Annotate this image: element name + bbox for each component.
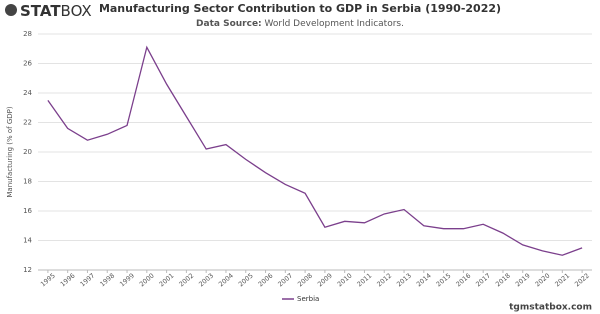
x-tick-label: 2020: [534, 272, 552, 289]
x-tick-label: 2010: [336, 272, 354, 289]
x-tick-label: 2019: [514, 272, 532, 289]
x-tick-label: 2011: [356, 272, 374, 289]
x-tick-label: 2007: [276, 272, 294, 289]
x-tick-label: 2009: [316, 272, 334, 289]
x-tick-label: 2021: [553, 272, 571, 289]
x-tick-label: 2000: [138, 272, 156, 289]
x-tick-label: 2018: [494, 272, 512, 289]
y-axis-label: Manufacturing (% of GDP): [6, 106, 14, 198]
chart-title: Manufacturing Sector Contribution to GDP…: [99, 2, 501, 15]
x-tick-label: 2001: [158, 272, 176, 289]
x-tick-label: 2005: [237, 272, 255, 289]
x-tick-label: 1995: [39, 272, 57, 289]
x-tick-label: 2014: [415, 272, 433, 289]
x-tick-label: 2006: [257, 272, 275, 289]
logo-bold: STAT: [20, 2, 61, 20]
logo-light: BOX: [61, 2, 92, 20]
x-tick-label: 2017: [474, 272, 492, 289]
y-tick-label: 24: [23, 89, 32, 97]
x-tick-label: 2013: [395, 272, 413, 289]
x-tick-label: 2004: [217, 272, 235, 289]
x-tick-label: 1998: [98, 272, 116, 289]
x-tick-label: 2015: [435, 272, 453, 289]
y-tick-label: 28: [23, 30, 32, 38]
x-tick-label: 2022: [573, 272, 591, 289]
y-tick-label: 20: [23, 148, 32, 156]
logo: STATBOX: [5, 2, 92, 20]
x-tick-label: 1997: [79, 272, 97, 289]
y-tick-label: 14: [23, 237, 32, 245]
y-tick-label: 26: [23, 60, 32, 68]
x-tick-label: 2003: [197, 272, 215, 289]
x-tick-label: 2016: [454, 272, 472, 289]
source-label: Data Source:: [196, 19, 262, 29]
source: World Development Indicators.: [265, 19, 404, 29]
y-tick-label: 16: [23, 207, 32, 215]
y-tick-label: 18: [23, 178, 32, 186]
x-tick-label: 2012: [375, 272, 393, 289]
logo-text: STATBOX: [20, 2, 92, 20]
line: [47, 45, 583, 256]
legend-label: Serbia: [297, 295, 319, 303]
y-tick-label: 12: [23, 266, 32, 274]
subtitle: Data Source: World Development Indicator…: [196, 19, 404, 29]
x-tick-label: 2008: [296, 272, 314, 289]
footer: tgmstatbox.com: [509, 303, 592, 313]
x-tick-label: 1996: [59, 272, 77, 289]
logo-icon: [5, 4, 17, 16]
x-tick-label: 1999: [118, 272, 136, 289]
y-tick-label: 22: [23, 119, 32, 127]
x-tick-label: 2002: [177, 272, 195, 289]
